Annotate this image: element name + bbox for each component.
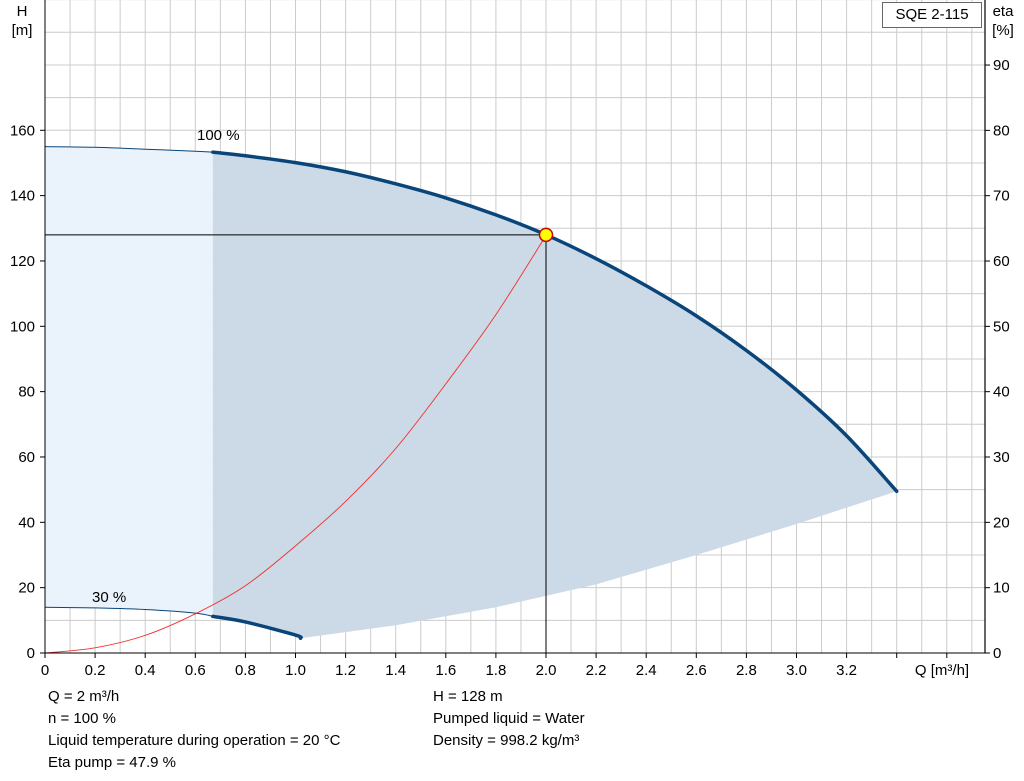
x-tick-label: 3.0 — [786, 662, 807, 679]
y-left-unit: [m] — [12, 22, 33, 39]
head-curve-30-thick — [211, 614, 303, 641]
y-left-tick-label: 40 — [18, 514, 35, 531]
tick-labels: 0 20 40 60 80 100 120 140 160 0 10 20 30 40 50 60 70 80 90… — [10, 57, 1010, 679]
y-left-title: H — [17, 3, 28, 20]
x-tick-label: 0.8 — [235, 662, 256, 679]
operating-area — [212, 152, 897, 639]
info-density: Density = 998.2 kg/m³ — [433, 732, 580, 749]
x-tick-label: 2.0 — [536, 662, 557, 679]
info-speed: n = 100 % — [48, 710, 116, 727]
y-right-tick-label: 80 — [993, 122, 1010, 139]
x-tick-label: 2.4 — [636, 662, 657, 679]
y-right-tick-label: 40 — [993, 384, 1010, 401]
low-flow-region — [45, 146, 213, 617]
x-tick-label: 1.4 — [385, 662, 406, 679]
y-left-tick-label: 60 — [18, 449, 35, 466]
curves — [44, 0, 986, 654]
x-tick-label: 3.2 — [836, 662, 857, 679]
y-left-tick-label: 120 — [10, 253, 35, 270]
operating-region — [45, 146, 897, 639]
head-curve-30-thin — [44, 606, 213, 617]
info-flow: Q = 2 m³/h — [48, 688, 120, 705]
x-tick-label: 0.2 — [85, 662, 106, 679]
y-right-tick-label: 70 — [993, 188, 1010, 205]
x-tick-label: 1.0 — [285, 662, 306, 679]
curve-label-100: 100 % — [197, 127, 240, 144]
y-left-tick-label: 20 — [18, 580, 35, 597]
x-axis-title: Q [m³/h] — [915, 662, 969, 679]
axis-titles: H [m] eta [%] Q [m³/h] — [12, 3, 1015, 679]
y-right-tick-label: 60 — [993, 253, 1010, 270]
info-right-column: H = 128 m Pumped liquid = Water Density … — [433, 686, 585, 752]
pump-model-badge: SQE 2-115 — [882, 2, 982, 28]
info-head: H = 128 m — [433, 688, 503, 705]
info-pumped-liquid: Pumped liquid = Water — [433, 710, 585, 727]
y-right-tick-label: 30 — [993, 449, 1010, 466]
y-right-tick-label: 90 — [993, 57, 1010, 74]
y-right-tick-label: 50 — [993, 318, 1010, 335]
info-eta-pump: Eta pump = 47.9 % — [48, 754, 176, 771]
info-left-column: Q = 2 m³/h n = 100 % Liquid temperature … — [48, 686, 340, 774]
y-left-tick-label: 0 — [27, 645, 35, 662]
x-tick-label: 2.6 — [686, 662, 707, 679]
y-right-unit: [%] — [992, 22, 1014, 39]
y-right-tick-label: 20 — [993, 514, 1010, 531]
x-tick-label: 1.8 — [485, 662, 506, 679]
duty-point — [538, 227, 554, 243]
x-tick-label: 2.2 — [586, 662, 607, 679]
curve-label-30: 30 % — [92, 589, 126, 606]
y-left-tick-label: 140 — [10, 188, 35, 205]
y-left-tick-label: 160 — [10, 122, 35, 139]
x-tick-label: 0 — [41, 662, 49, 679]
curve-labels: 100 % 30 % — [92, 127, 240, 606]
y-left-tick-label: 80 — [18, 384, 35, 401]
x-tick-label: 0.6 — [185, 662, 206, 679]
y-right-tick-label: 0 — [993, 645, 1001, 662]
x-tick-label: 1.2 — [335, 662, 356, 679]
efficiency-curve — [44, 235, 547, 654]
x-tick-label: 1.6 — [435, 662, 456, 679]
y-right-tick-label: 10 — [993, 580, 1010, 597]
x-tick-label: 0.4 — [135, 662, 156, 679]
x-tick-label: 2.8 — [736, 662, 757, 679]
y-right-title: eta — [993, 3, 1015, 20]
y-left-tick-label: 100 — [10, 318, 35, 335]
head-curve-100-thin — [44, 146, 213, 153]
info-liquid-temperature: Liquid temperature during operation = 20… — [48, 732, 341, 749]
